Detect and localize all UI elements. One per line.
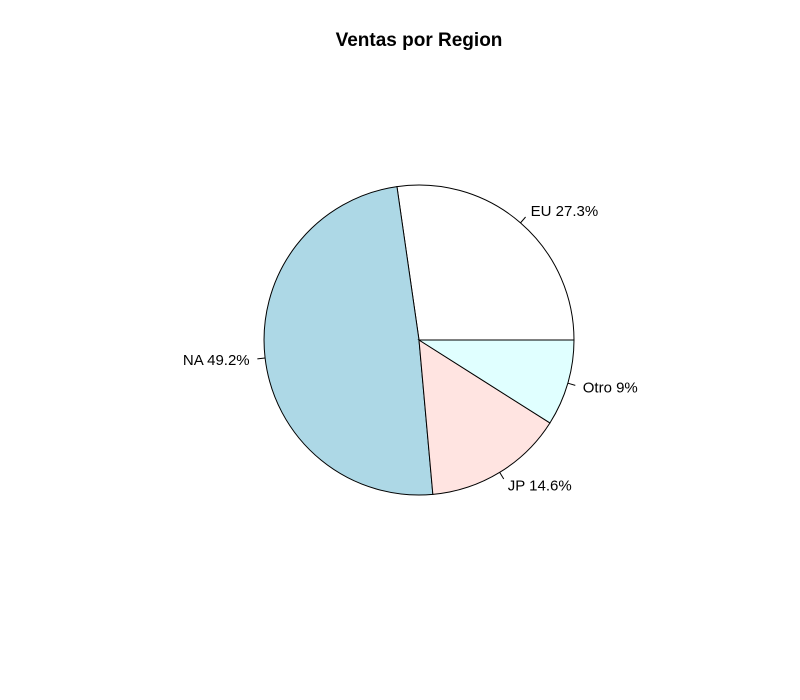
pie-labels: EU 27.3% NA 49.2% JP 14.6% Otro 9% xyxy=(183,203,638,494)
label-leader-eu xyxy=(520,216,526,224)
label-leader-jp xyxy=(499,472,505,480)
slice-label-na: NA 49.2% xyxy=(183,352,250,369)
pie-slice-na xyxy=(263,186,434,496)
slice-label-otro: Otro 9% xyxy=(583,380,638,397)
slice-label-jp: JP 14.6% xyxy=(508,478,572,495)
chart-title: Ventas por Region xyxy=(336,30,503,51)
pie-slice-otro xyxy=(417,339,575,424)
slice-label-eu: EU 27.3% xyxy=(531,203,599,220)
label-leader-na xyxy=(257,357,266,360)
pie-slices xyxy=(263,184,575,496)
label-leader-otro xyxy=(567,382,576,386)
